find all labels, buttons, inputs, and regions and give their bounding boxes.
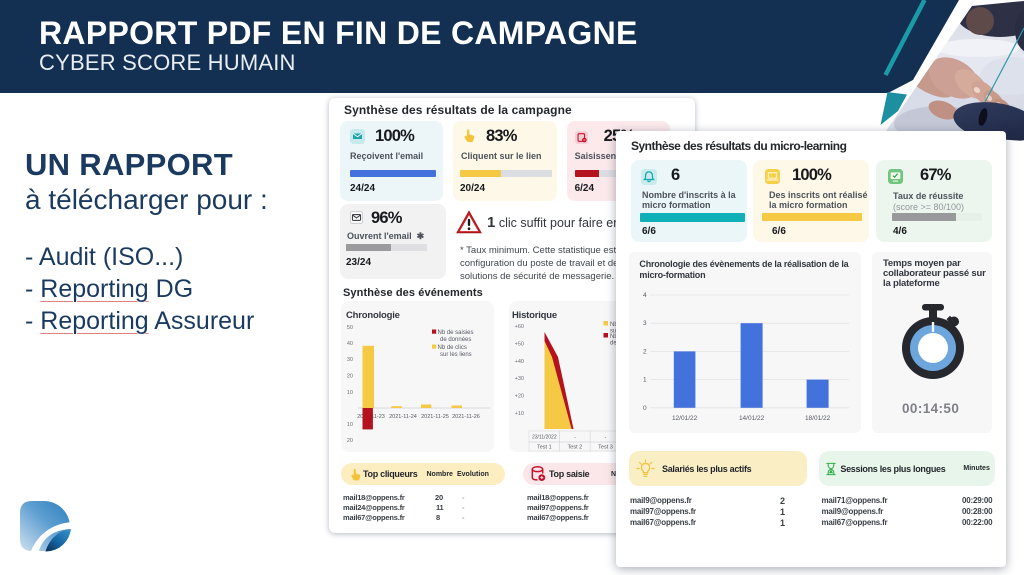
svg-text:50: 50 <box>347 325 353 331</box>
svg-text:2021-11-25: 2021-11-25 <box>421 414 449 420</box>
svg-text:0: 0 <box>643 405 647 412</box>
svg-text:Test 2: Test 2 <box>568 445 583 451</box>
svg-text:-: - <box>574 435 576 441</box>
svg-text:Chronologie: Chronologie <box>346 310 400 321</box>
svg-text:Nb de clics: Nb de clics <box>438 345 467 351</box>
svg-text:+40: +40 <box>515 359 524 365</box>
svg-text:+30: +30 <box>515 376 524 382</box>
svg-text:18/01/22: 18/01/22 <box>805 415 831 422</box>
svg-text:1: 1 <box>643 377 647 384</box>
svg-text:2021-11-26: 2021-11-26 <box>452 414 480 420</box>
svg-text:Historique: Historique <box>512 310 557 321</box>
svg-text:-: - <box>605 435 607 441</box>
svg-text:de données: de données <box>440 337 471 343</box>
svg-text:10: 10 <box>347 390 353 396</box>
svg-text:14/01/22: 14/01/22 <box>739 415 765 422</box>
svg-text:Test 1: Test 1 <box>537 445 552 451</box>
svg-text:20: 20 <box>347 374 353 380</box>
svg-text:+10: +10 <box>515 411 524 417</box>
svg-text:10: 10 <box>347 422 353 428</box>
svg-text:Test 3: Test 3 <box>598 445 613 451</box>
svg-text:Nb de saisies: Nb de saisies <box>438 330 474 336</box>
svg-text:30: 30 <box>347 357 353 363</box>
svg-text:2021-11-24: 2021-11-24 <box>389 414 417 420</box>
svg-text:20: 20 <box>347 438 353 444</box>
svg-text:3: 3 <box>643 320 647 327</box>
svg-text:sur les liens: sur les liens <box>440 352 472 358</box>
svg-text:+50: +50 <box>515 341 524 347</box>
svg-text:40: 40 <box>347 341 353 347</box>
svg-text:+20: +20 <box>515 394 524 400</box>
svg-text:12/01/22: 12/01/22 <box>672 415 698 422</box>
svg-text:+60: +60 <box>515 324 524 330</box>
svg-text:2: 2 <box>643 348 647 355</box>
svg-text:4: 4 <box>643 292 647 299</box>
svg-text:23/11/2022: 23/11/2022 <box>532 435 557 441</box>
